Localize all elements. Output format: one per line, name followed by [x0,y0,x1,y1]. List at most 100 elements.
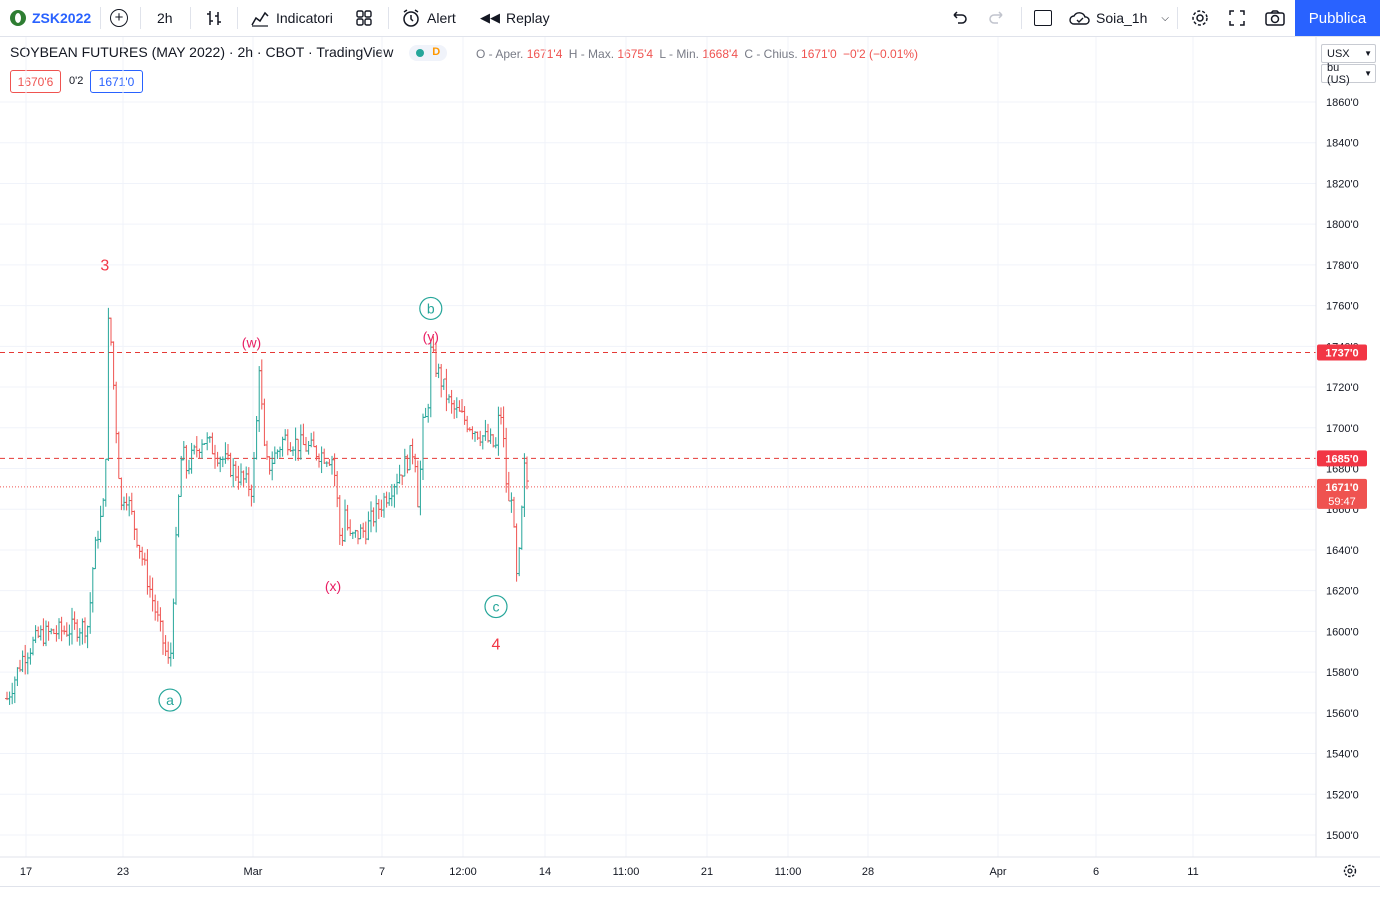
indicators-icon [251,11,269,27]
wave-label: c [493,599,500,615]
chart-type-button[interactable] [205,0,223,36]
chevron-down-icon: ▼ [1364,69,1372,78]
redo-icon [989,11,1003,24]
spread-value: 0'2 [69,75,84,87]
alert-label: Alert [427,10,456,26]
price-tick-label: 1680'0 [1326,464,1359,476]
save-layout-button[interactable]: Soia_1h ⌵ [1068,0,1169,36]
wave-label: (x) [325,578,341,594]
legend-separator: · [308,44,317,60]
buy-button[interactable]: 1671'0 [90,70,143,93]
delayed-flag: D [432,46,441,59]
replay-label: Replay [506,10,550,26]
alarm-clock-icon [403,9,419,27]
chart-grid [0,37,1316,857]
divider [388,7,389,29]
fullscreen-icon [1229,10,1245,26]
price-tick-label: 1840'0 [1326,138,1359,150]
time-tick-label: 23 [117,866,129,878]
redo-button[interactable] [988,0,1006,36]
ohlc-values: O - Aper. 1671'4 H - Max. 1675'4 L - Min… [476,47,918,61]
level-price-text: 1685'0 [1325,453,1358,465]
replay-button[interactable]: ◀◀ Replay [480,0,550,36]
market-status-badge[interactable]: D [409,45,448,62]
price-tick-label: 1720'0 [1326,382,1359,394]
time-tick-label: 11 [1187,866,1198,878]
bar-countdown-text: 59:47 [1328,496,1356,508]
grid-icon [356,10,372,26]
price-tick-label: 1820'0 [1326,178,1359,190]
wave-labels: 3 a (w) (x) b (y) c 4 [100,258,508,712]
price-tick-label: 1800'0 [1326,219,1359,231]
divider [1177,7,1178,29]
legend-separator: · [228,44,238,60]
wave-label: a [166,692,174,708]
wave-label: b [427,300,435,316]
time-tick-label: Mar [244,866,263,878]
time-tick-label: 14 [539,866,551,878]
price-tick-label: 1860'0 [1326,97,1359,109]
legend-source: TradingView [316,44,394,60]
fullscreen-button[interactable] [1228,0,1246,36]
current-price-label [1317,478,1367,509]
price-chart[interactable]: 3 a (w) (x) b (y) c 4 1860'0 1840'0 1820'0 1800'0 1… [0,37,1380,886]
price-tick-label: 1760'0 [1326,301,1359,313]
time-tick-label: 6 [1093,866,1099,878]
ohlc-bars [5,307,529,705]
templates-button[interactable] [355,0,373,36]
price-tick-label: 1580'0 [1326,667,1359,679]
legend-title[interactable]: SOYBEAN FUTURES (MAY 2022) [10,44,225,60]
wave-label: (y) [423,328,439,344]
alert-button[interactable]: Alert [401,0,456,36]
current-price-text: 1671'0 [1325,482,1358,494]
wave-label-circle [419,296,443,321]
price-axis: 1860'01840'01820'01800'01780'01760'01740… [1326,97,1359,842]
divider [1021,7,1022,29]
snapshot-button[interactable] [1264,0,1286,36]
interval-button[interactable]: 2h [157,10,173,26]
unit-label: bu (US) [1327,61,1350,86]
currency-select[interactable]: USX ▼ [1321,44,1376,63]
time-tick-label: 12:00 [449,866,477,878]
price-tick-label: 1700'0 [1326,423,1359,435]
time-axis-settings-button[interactable] [1343,864,1357,878]
plus-circle-icon: + [110,9,128,27]
chevron-down-icon: ⌵ [1161,12,1169,24]
time-tick-label: 28 [862,866,874,878]
undo-icon [953,11,967,24]
symbol-logo-icon [10,10,26,26]
symbol-search[interactable]: ZSK2022 [10,0,91,36]
price-tick-label: 1540'0 [1326,749,1359,761]
compare-button[interactable]: + [110,0,128,36]
undo-button[interactable] [950,0,968,36]
time-tick-label: Apr [989,866,1006,878]
layout-select-button[interactable] [1034,0,1052,36]
bars-icon [207,11,221,25]
wave-label-circle [484,594,508,619]
wave-label: 4 [492,637,501,654]
time-tick-label: 21 [701,866,713,878]
symbol-name: ZSK2022 [32,10,92,26]
divider [237,7,238,29]
open-label: O - Aper. [476,47,524,61]
price-axis-labels: 1737'0 1685'0 1671'0 59:47 [1317,344,1367,509]
low-label: L - Min. [659,47,699,61]
legend-interval: 2h [237,44,254,60]
close-label: C - Chius. [744,47,798,61]
settings-button[interactable] [1190,0,1210,36]
price-tick-label: 1560'0 [1326,708,1359,720]
time-tick-label: 7 [379,866,385,878]
high-label: H - Max. [568,47,615,61]
close-value: 1671'0 [801,47,837,61]
divider [100,7,101,29]
publish-button[interactable]: Pubblica [1295,0,1380,36]
sell-button[interactable]: 1670'6 [10,70,61,93]
indicators-button[interactable]: Indicatori [250,0,333,36]
level-price-label [1317,450,1367,467]
price-tick-label: 1780'0 [1326,260,1359,272]
price-tick-label: 1620'0 [1326,586,1359,598]
unit-select[interactable]: bu (US) ▼ [1321,61,1376,86]
layout-name: Soia_1h [1096,10,1148,26]
legend-exchange: CBOT [265,44,305,60]
square-icon [1034,10,1052,26]
